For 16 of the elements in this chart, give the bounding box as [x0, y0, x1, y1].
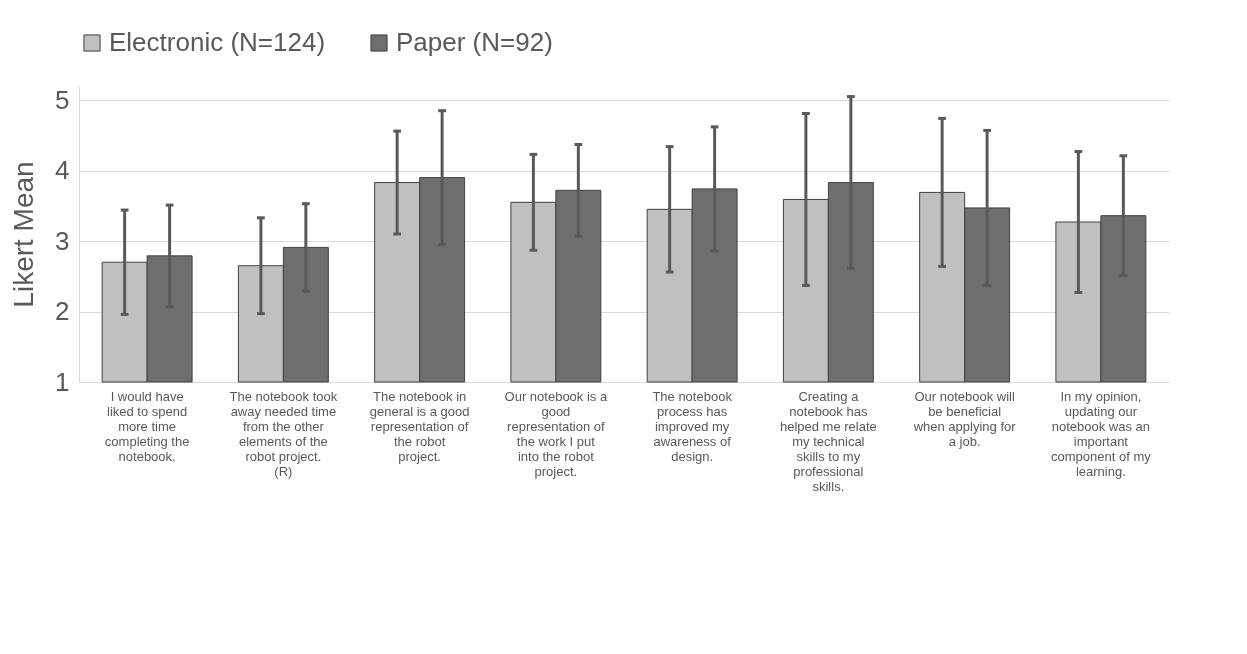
x-tick-label: Our notebook will be beneficial when applying for a job. [912, 388, 1017, 449]
y-tick-label: 2 [55, 296, 70, 327]
legend-label: Paper (N=92) [396, 27, 553, 57]
x-tick-label: I would have liked to spend more time completing the notebook. [104, 388, 190, 464]
x-tick-label: In my opinion, updating our notebook was an important component of my learning. [1051, 388, 1152, 479]
y-tick-label: 1 [55, 366, 70, 397]
x-tick-label: Creating a notebook has helped me relate my technical skills to my professional skills. [779, 388, 877, 494]
x-tick-label: Our notebook is a good representation of the work I put into the robot project. [504, 388, 608, 479]
legend-label: Electronic (N=124) [109, 27, 326, 57]
x-tick-label: The notebook process has improved my awareness of design. [652, 388, 733, 464]
x-tick-label: The notebook in general is a good representation of the robot project. [369, 388, 470, 464]
y-tick-label: 3 [55, 225, 70, 256]
y-tick-label: 5 [55, 84, 70, 115]
x-tick-label: The notebook took away needed time from the other elements of the robot project. (R) [229, 388, 338, 479]
y-axis-title: Likert Mean [8, 161, 40, 308]
y-tick-label: 4 [55, 155, 70, 186]
